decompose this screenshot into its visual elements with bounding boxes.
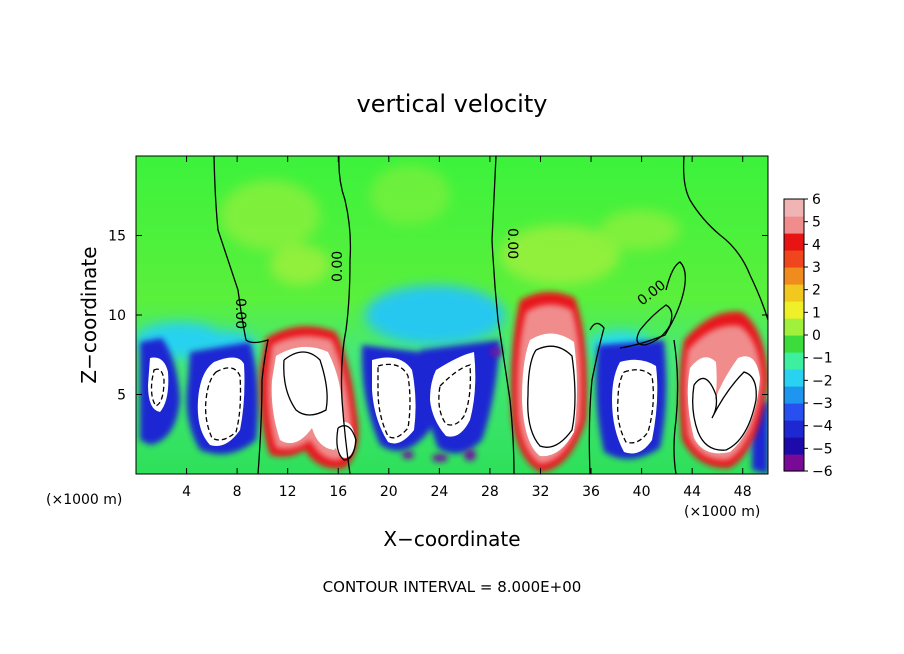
colorbar-swatch: [784, 335, 804, 353]
x-tick-label: 48: [734, 484, 752, 500]
x-tick-label: 24: [430, 484, 448, 500]
colorbar-swatch: [784, 267, 804, 285]
colorbar-swatch: [784, 369, 804, 387]
colorbar-tick-label: −3: [812, 396, 833, 412]
colorbar-swatch: [784, 284, 804, 302]
colorbar-tick-label: −2: [812, 373, 833, 389]
field-upper-patches: [220, 165, 680, 285]
x-axis-label: X−coordinate: [383, 527, 520, 551]
x-unit-right: (×1000 m): [684, 504, 760, 520]
contour-label: 0.00: [504, 228, 520, 259]
core-contours: [150, 345, 757, 461]
colorbar-swatch: [784, 403, 804, 421]
colorbar-tick-label: 3: [812, 260, 821, 276]
x-tick-label: 28: [481, 484, 499, 500]
colorbar-tick-label: −5: [812, 441, 833, 457]
x-tick-label: 20: [380, 484, 398, 500]
colorbar-swatch: [784, 233, 804, 251]
colorbar-swatch: [784, 250, 804, 268]
chart-title: vertical velocity: [357, 90, 548, 118]
colorbar-swatch: [784, 454, 804, 472]
colorbar-tick-label: 6: [812, 192, 821, 208]
contour-label: 0.00: [232, 298, 248, 329]
colorbar-swatch: [784, 386, 804, 404]
colorbar-tick-label: 2: [812, 283, 821, 299]
x-tick-label: 12: [279, 484, 297, 500]
x-tick-label: 36: [582, 484, 600, 500]
colorbar-swatch: [784, 437, 804, 455]
colorbar-tick-label: 5: [812, 215, 821, 231]
x-tick-label: 4: [182, 484, 191, 500]
colorbar-tick-label: 1: [812, 305, 821, 321]
x-tick-label: 40: [633, 484, 651, 500]
y-tick-label: 10: [108, 308, 126, 324]
colorbar-swatch: [784, 318, 804, 336]
y-tick-label: 5: [117, 388, 126, 404]
x-unit-left: (×1000 m): [46, 492, 122, 508]
colorbar-tick-label: −4: [812, 419, 833, 435]
colorbar-tick-label: 4: [812, 237, 821, 253]
y-axis-label: Z−coordinate: [77, 246, 101, 383]
colorbar: 6 5 4 3 2 1 0 −1 −2 −3 −4 −5 −6: [783, 192, 833, 480]
colorbar-tick-label: −1: [812, 351, 833, 367]
plot-area: [136, 156, 768, 474]
colorbar-tick-label: 0: [812, 328, 821, 344]
x-tick-label: 44: [683, 484, 701, 500]
colorbar-swatch: [784, 216, 804, 234]
colorbar-swatch: [784, 420, 804, 438]
colorbar-swatch: [784, 352, 804, 370]
contour-label: 0.00: [330, 251, 346, 282]
colorbar-tick-label: −6: [812, 464, 833, 480]
x-tick-label: 16: [329, 484, 347, 500]
x-axis: 4 8 12 16 20 24 28 32 36 40 44 48: [182, 156, 752, 500]
zero-contours: [213, 156, 768, 474]
y-tick-label: 15: [108, 229, 126, 245]
field-minima: [402, 347, 502, 462]
x-tick-label: 32: [532, 484, 550, 500]
colorbar-swatch: [784, 301, 804, 319]
field-cores: [148, 333, 760, 458]
colorbar-swatch: [784, 199, 804, 217]
y-axis: 5 10 15: [108, 229, 768, 404]
x-tick-label: 8: [233, 484, 242, 500]
contour-interval-note: CONTOUR INTERVAL = 8.000E+00: [323, 578, 582, 596]
